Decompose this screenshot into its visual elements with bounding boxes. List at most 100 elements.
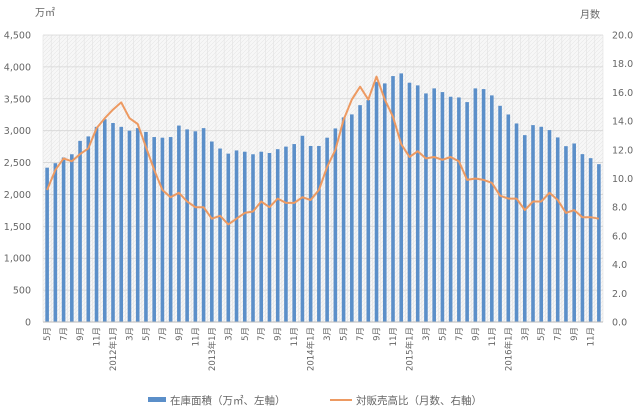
left-tick-label: 4,500 (4, 31, 31, 42)
bar (242, 151, 247, 322)
bar (547, 130, 552, 322)
bar (218, 148, 222, 322)
left-tick-label: 0 (25, 318, 31, 329)
bar (465, 102, 469, 322)
x-tick-label: 9月 (373, 327, 383, 341)
bar (440, 92, 445, 322)
x-tick-label: 3月 (521, 327, 531, 341)
x-tick-label: 5月 (438, 327, 448, 341)
bar (407, 82, 412, 322)
x-tick-label: 3月 (323, 327, 333, 341)
left-tick-label: 1,000 (4, 254, 31, 265)
bar (292, 144, 296, 322)
bar (588, 158, 593, 322)
x-tick-label: 11月 (587, 327, 597, 346)
bar (374, 81, 379, 322)
right-tick-label: 4.0 (612, 260, 627, 271)
x-tick-label: 11月 (191, 327, 201, 346)
bar (399, 73, 404, 322)
x-tick-label: 5月 (43, 327, 53, 341)
bar (333, 128, 338, 322)
left-tick-label: 1,500 (4, 222, 31, 233)
right-tick-label: 16.0 (612, 88, 633, 99)
bar (111, 123, 115, 322)
bar (300, 135, 305, 322)
x-tick-label: 2012年1月 (108, 327, 119, 371)
bar (473, 88, 478, 322)
bar (580, 154, 585, 322)
bar (94, 126, 99, 322)
x-tick-label: 2014年1月 (306, 327, 317, 371)
right-tick-label: 2.0 (612, 289, 627, 300)
bar (168, 137, 173, 322)
bar (424, 93, 428, 322)
x-axis: 5月 7月 9月 11月 2012年1月 3月 5月 7月 9月 11月 2013年1月 3月 5月 7月… (43, 321, 603, 371)
right-axis: 0.0 2.0 4.0 6.0 8.0 10.0 12.0 14.0 16.0 18.0 20.0 (612, 31, 633, 329)
line-path (46, 75, 600, 226)
bar (234, 150, 239, 322)
bar (152, 137, 156, 322)
bar (350, 114, 354, 322)
bar (531, 125, 535, 322)
left-tick-label: 2,500 (4, 158, 31, 169)
x-tick-label: 9月 (274, 327, 284, 341)
bar (457, 97, 461, 322)
bar (160, 137, 165, 322)
x-tick-label: 11月 (389, 327, 399, 346)
x-tick-label: 11月 (488, 327, 498, 346)
line-series (46, 75, 600, 226)
gridlines (42, 34, 604, 323)
legend-swatch-bar (148, 397, 166, 402)
bar (317, 145, 321, 322)
bar (432, 88, 436, 322)
legend-label-bar: 在庫面積（万㎡、左軸） (170, 394, 286, 407)
bar (135, 128, 140, 322)
x-tick-label: 5月 (340, 327, 350, 341)
bar (61, 157, 66, 322)
bar-series (45, 73, 601, 323)
bar (251, 154, 255, 322)
x-tick-label: 3月 (125, 327, 135, 341)
x-tick-label: 11月 (290, 327, 300, 346)
bar (267, 152, 272, 322)
x-tick-label: 9月 (76, 327, 86, 341)
left-tick-label: 3,000 (4, 126, 31, 137)
x-tick-label: 5月 (537, 327, 547, 341)
right-tick-label: 10.0 (612, 174, 633, 185)
bar (564, 146, 568, 322)
x-tick-label: 7月 (455, 327, 465, 341)
bar (572, 143, 576, 322)
right-tick-label: 18.0 (612, 59, 633, 70)
legend: 在庫面積（万㎡、左軸） 対販売高比（月数、右軸） (148, 394, 482, 407)
bar (102, 119, 107, 322)
left-tick-label: 500 (13, 286, 31, 297)
x-tick-label: 9月 (570, 327, 580, 341)
x-tick-label: 7月 (554, 327, 564, 341)
x-tick-label: 7月 (158, 327, 168, 341)
x-tick-label: 2015年1月 (404, 327, 415, 371)
bar (490, 95, 494, 322)
x-tick-label: 11月 (93, 327, 103, 346)
bar (119, 126, 124, 322)
bar (275, 149, 280, 322)
x-tick-label: 3月 (422, 327, 432, 341)
x-tick-label: 9月 (471, 327, 481, 341)
right-tick-label: 20.0 (612, 31, 633, 42)
x-tick-label: 3月 (224, 327, 234, 341)
bar (45, 167, 49, 322)
right-axis-unit: 月数 (580, 8, 600, 21)
bar (144, 131, 148, 322)
right-tick-label: 0.0 (612, 318, 627, 329)
bar (325, 137, 329, 322)
x-tick-label: 7月 (356, 327, 366, 341)
right-tick-label: 12.0 (612, 145, 633, 156)
bar (506, 114, 511, 323)
left-axis: 0 500 1,000 1,500 2,000 2,500 3,000 3,500 4,000 4… (4, 31, 31, 329)
x-tick-label: 7月 (257, 327, 267, 341)
bar (358, 105, 362, 323)
x-tick-label: 7月 (60, 327, 70, 341)
bar (366, 100, 371, 322)
bar (210, 141, 214, 322)
bar (226, 153, 231, 322)
